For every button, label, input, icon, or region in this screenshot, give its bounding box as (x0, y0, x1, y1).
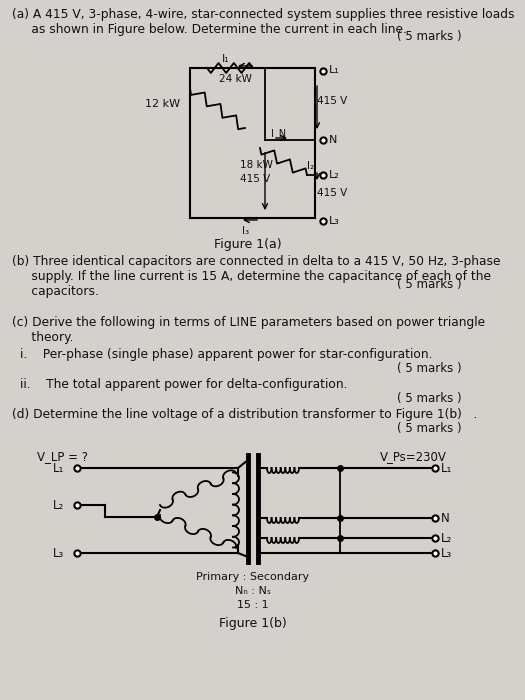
Text: ( 5 marks ): ( 5 marks ) (397, 422, 462, 435)
Text: L₁: L₁ (441, 462, 453, 475)
Text: Primary : Secondary: Primary : Secondary (196, 572, 310, 582)
Text: I₁: I₁ (222, 54, 230, 64)
Text: ii.    The total apparent power for delta-configuration.: ii. The total apparent power for delta-c… (20, 378, 348, 391)
Text: 415 V: 415 V (240, 174, 270, 184)
Text: ( 5 marks ): ( 5 marks ) (397, 362, 462, 375)
Text: Figure 1(b): Figure 1(b) (219, 617, 287, 630)
Text: 415 V: 415 V (317, 188, 347, 198)
Text: 15 : 1: 15 : 1 (237, 600, 269, 610)
Text: ( 5 marks ): ( 5 marks ) (397, 278, 462, 291)
Text: L₂: L₂ (441, 532, 452, 545)
Text: 24 kW: 24 kW (219, 74, 252, 84)
Text: I₂: I₂ (307, 161, 314, 171)
Text: V_Ps=230V: V_Ps=230V (380, 450, 447, 463)
Text: (b) Three identical capacitors are connected in delta to a 415 V, 50 Hz, 3-phase: (b) Three identical capacitors are conne… (12, 255, 500, 298)
Text: (a) A 415 V, 3-phase, 4-wire, star-connected system supplies three resistive loa: (a) A 415 V, 3-phase, 4-wire, star-conne… (12, 8, 514, 36)
Text: L₃: L₃ (329, 216, 340, 226)
Text: 415 V: 415 V (317, 96, 347, 106)
Text: i.    Per-phase (single phase) apparent power for star-configuration.: i. Per-phase (single phase) apparent pow… (20, 348, 433, 361)
Text: L₃: L₃ (53, 547, 64, 560)
Text: 12 kW: 12 kW (145, 99, 180, 109)
Text: L₂: L₂ (329, 170, 340, 180)
Text: L₁: L₁ (53, 462, 65, 475)
Text: Nₙ : Nₛ: Nₙ : Nₛ (235, 586, 271, 596)
Text: V_LP = ?: V_LP = ? (37, 450, 88, 463)
Text: I_N: I_N (271, 128, 286, 139)
Text: I₃: I₃ (242, 226, 249, 236)
Text: 18 kW: 18 kW (240, 160, 273, 170)
Text: (c) Derive the following in terms of LINE parameters based on power triangle
   : (c) Derive the following in terms of LIN… (12, 316, 485, 344)
Text: L₂: L₂ (53, 499, 64, 512)
Text: L₃: L₃ (441, 547, 452, 560)
Text: N: N (441, 512, 450, 525)
Text: N: N (329, 135, 338, 145)
Text: Figure 1(a): Figure 1(a) (214, 238, 282, 251)
Text: ( 5 marks ): ( 5 marks ) (397, 392, 462, 405)
Text: L₁: L₁ (329, 65, 340, 75)
Text: (d) Determine the line voltage of a distribution transformer to Figure 1(b)   .: (d) Determine the line voltage of a dist… (12, 408, 477, 421)
Text: ( 5 marks ): ( 5 marks ) (397, 30, 462, 43)
